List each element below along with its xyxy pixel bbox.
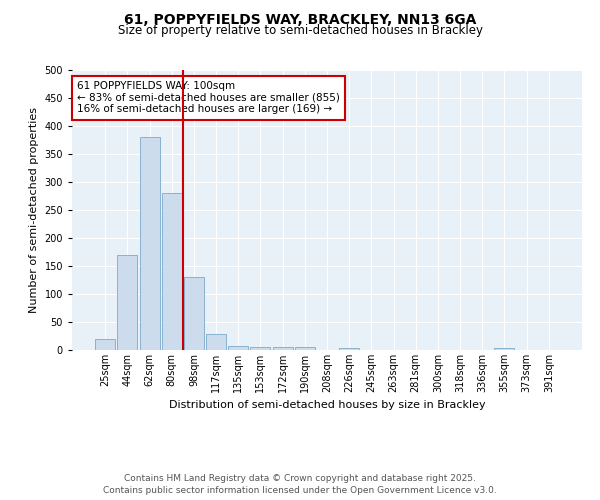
Bar xyxy=(228,346,248,350)
Bar xyxy=(162,193,182,350)
Bar xyxy=(95,339,115,350)
Bar xyxy=(272,347,293,350)
Bar xyxy=(184,277,204,350)
Y-axis label: Number of semi-detached properties: Number of semi-detached properties xyxy=(29,107,39,313)
Bar xyxy=(118,255,137,350)
Bar xyxy=(295,347,315,350)
Bar xyxy=(339,348,359,350)
Text: 61, POPPYFIELDS WAY, BRACKLEY, NN13 6GA: 61, POPPYFIELDS WAY, BRACKLEY, NN13 6GA xyxy=(124,12,476,26)
Bar xyxy=(206,334,226,350)
Bar xyxy=(494,348,514,350)
X-axis label: Distribution of semi-detached houses by size in Brackley: Distribution of semi-detached houses by … xyxy=(169,400,485,410)
Bar xyxy=(250,347,271,350)
Text: Contains HM Land Registry data © Crown copyright and database right 2025.
Contai: Contains HM Land Registry data © Crown c… xyxy=(103,474,497,495)
Text: 61 POPPYFIELDS WAY: 100sqm
← 83% of semi-detached houses are smaller (855)
16% o: 61 POPPYFIELDS WAY: 100sqm ← 83% of semi… xyxy=(77,81,340,114)
Bar xyxy=(140,137,160,350)
Text: Size of property relative to semi-detached houses in Brackley: Size of property relative to semi-detach… xyxy=(118,24,482,37)
